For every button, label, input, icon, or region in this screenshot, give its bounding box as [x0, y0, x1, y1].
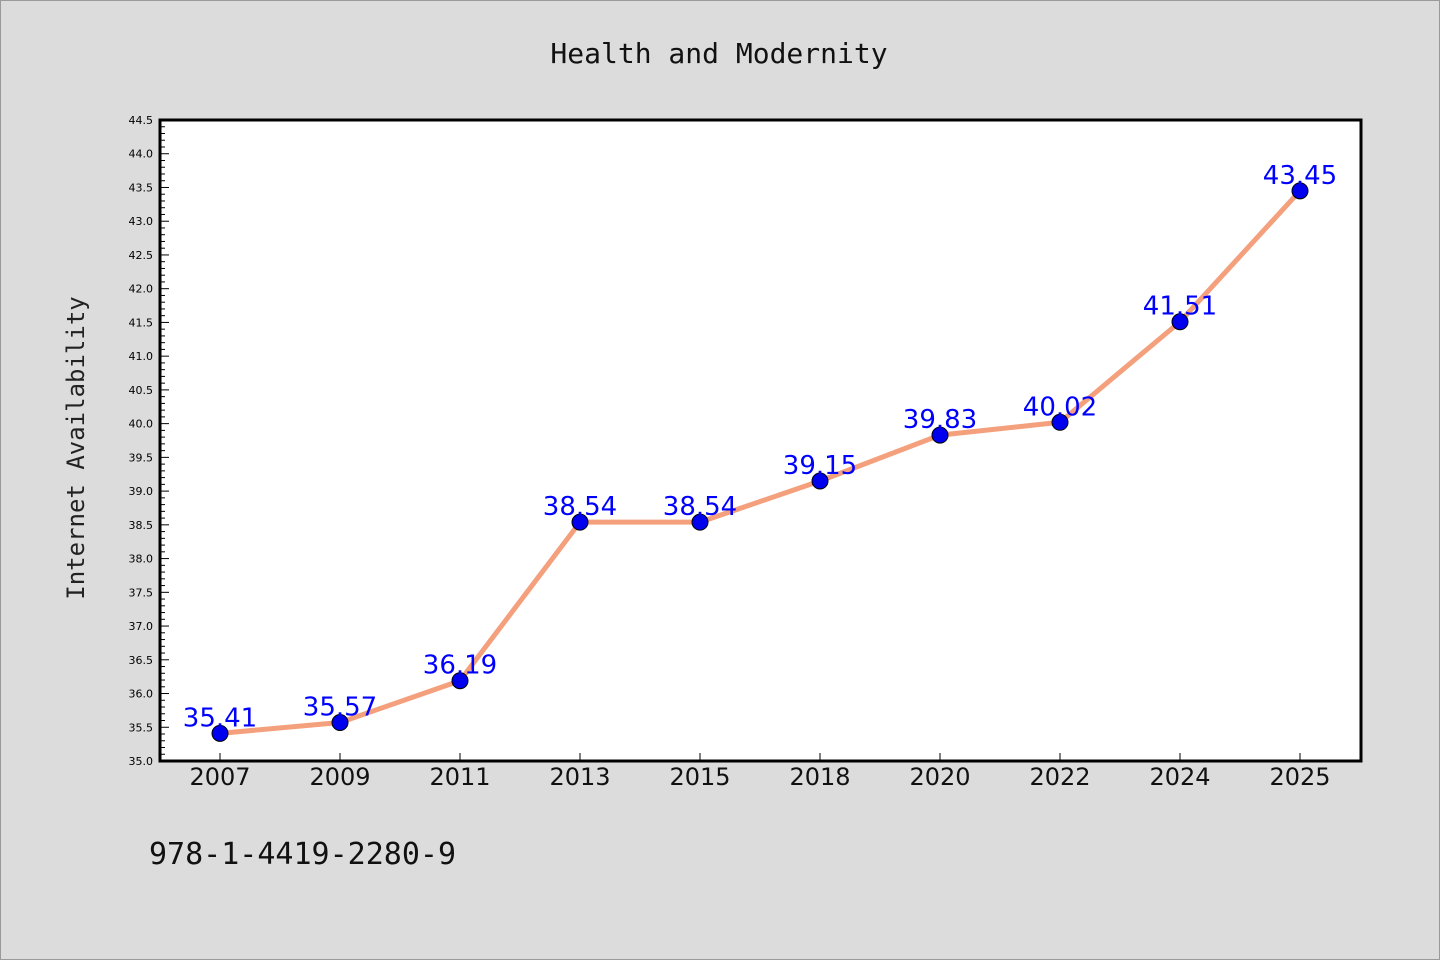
x-tick-label: 2018: [789, 763, 850, 791]
data-label: 39.83: [903, 405, 977, 435]
data-point: [1171, 313, 1189, 331]
data-label: 35.57: [303, 693, 377, 723]
y-tick-label: 43.5: [129, 181, 154, 194]
data-label: 36.19: [423, 651, 497, 681]
data-point: [691, 513, 709, 531]
y-tick-label: 40.5: [129, 384, 154, 397]
footer-isbn: 978-1-4419-2280-9: [149, 837, 456, 872]
y-axis-ticks: 35.0 35.5 36.0 36.5 37.0 37.5 38.0 38.5 39.0 39.5…: [129, 114, 169, 768]
x-tick-label: 2009: [309, 763, 370, 791]
x-tick-label: 2013: [549, 763, 610, 791]
x-tick-label: 2007: [189, 763, 250, 791]
y-tick-label: 39.0: [129, 485, 154, 498]
y-tick-label: 42.0: [129, 283, 154, 296]
data-label: 40.02: [1023, 392, 1097, 422]
y-tick-label: 41.5: [129, 316, 154, 329]
plot-area: [158, 118, 1363, 763]
x-tick-label: 2011: [429, 763, 490, 791]
y-tick-label: 35.5: [129, 721, 154, 734]
x-tick-label: 2022: [1029, 763, 1090, 791]
x-tick-label: 2015: [669, 763, 730, 791]
data-point: [1051, 413, 1069, 431]
data-label: 41.51: [1143, 292, 1217, 322]
data-point: [451, 672, 469, 690]
y-tick-label: 36.5: [129, 654, 154, 667]
y-axis-label: Internet Availability: [62, 296, 90, 599]
y-tick-label: 38.0: [129, 553, 154, 566]
data-point: [571, 513, 589, 531]
y-tick-label: 37.5: [129, 586, 154, 599]
data-labels: 35.41 35.57 36.19 38.54 38.54 39.15 39.83 40.02…: [183, 161, 1337, 733]
data-label: 35.41: [183, 703, 257, 733]
x-axis-ticks: 2007 2009 2011 2013 2015 2018 2020 2022 2024 2025: [189, 753, 1331, 791]
data-label: 38.54: [543, 492, 617, 522]
data-label: 39.15: [783, 451, 857, 481]
data-point: [1291, 182, 1309, 200]
y-tick-label: 35.0: [129, 755, 154, 768]
data-point: [811, 472, 829, 490]
series-line: [219, 189, 1302, 736]
data-point: [211, 724, 229, 742]
y-tick-label: 44.5: [129, 114, 154, 127]
y-tick-label: 44.0: [129, 148, 154, 161]
y-tick-label: 38.5: [129, 519, 154, 532]
y-tick-label: 41.0: [129, 350, 154, 363]
data-label: 43.45: [1263, 161, 1337, 191]
y-tick-label: 40.0: [129, 418, 154, 431]
y-tick-label: 37.0: [129, 620, 154, 633]
x-tick-label: 2025: [1269, 763, 1330, 791]
y-tick-label: 36.0: [129, 688, 154, 701]
data-label: 38.54: [663, 492, 737, 522]
data-point: [931, 426, 949, 444]
data-markers: [211, 182, 1309, 742]
y-tick-label: 39.5: [129, 451, 154, 464]
y-tick-label: 42.5: [129, 249, 154, 262]
x-tick-label: 2020: [909, 763, 970, 791]
y-tick-label: 43.0: [129, 215, 154, 228]
x-tick-label: 2024: [1149, 763, 1210, 791]
data-point: [331, 714, 349, 732]
chart-title: Health and Modernity: [550, 37, 887, 70]
